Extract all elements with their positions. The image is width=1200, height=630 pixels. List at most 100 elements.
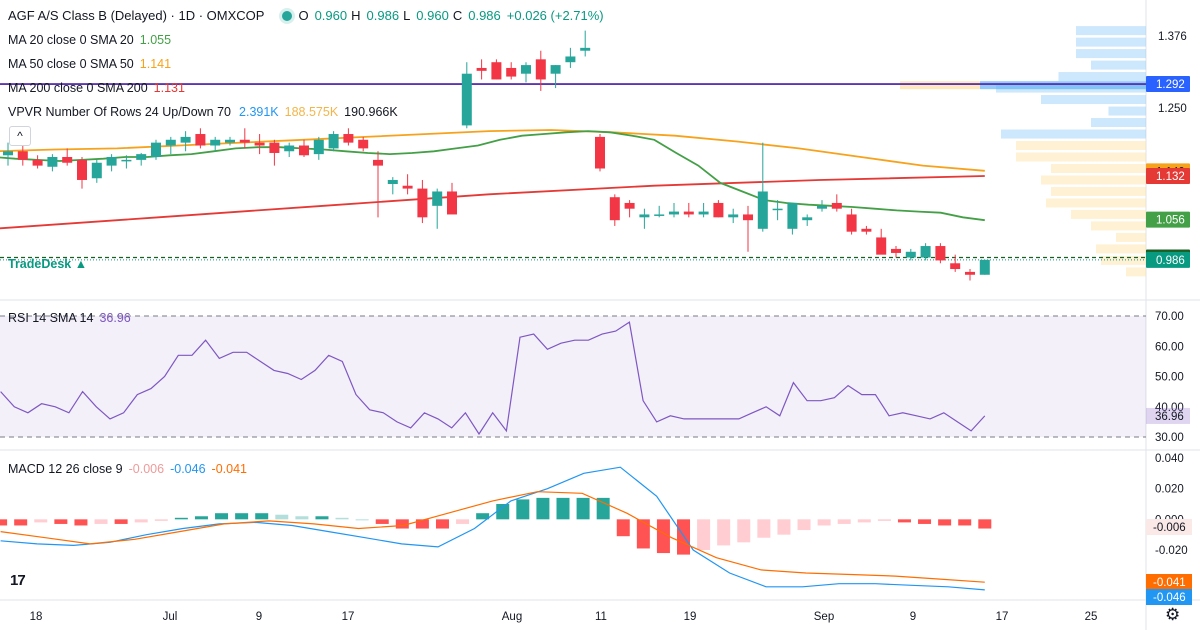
- low-label: L: [403, 8, 411, 23]
- macd-tag: [1146, 589, 1192, 605]
- macd-histogram-bar: [656, 519, 670, 554]
- price-tag-label: 1.056: [1156, 215, 1185, 227]
- ma20-legend[interactable]: MA 20 close 0 SMA 20 1.055: [8, 32, 177, 48]
- macd-histogram-bar: [757, 519, 771, 538]
- time-tick-label: 17: [996, 611, 1009, 623]
- macd-line: [0, 466, 985, 591]
- volume-profile-row: [1076, 49, 1146, 59]
- candle-down: [609, 197, 620, 221]
- price-tag: [1146, 76, 1190, 93]
- open-value: 0.960: [314, 8, 348, 23]
- macd-histogram-bar: [415, 519, 429, 529]
- volume-profile-row: [1051, 163, 1146, 173]
- candle-up: [757, 191, 768, 229]
- volume-profile-row: [1071, 209, 1146, 219]
- macd-tick-label: 0.040: [1155, 453, 1184, 465]
- candle-down: [343, 134, 354, 143]
- candle-down: [831, 202, 842, 209]
- collapse-legend-button[interactable]: ^: [9, 126, 31, 146]
- price-tag: [1146, 251, 1190, 268]
- candle-up: [461, 73, 472, 126]
- tradedesk-label[interactable]: TradeDesk ▲: [8, 257, 88, 271]
- macd-tag-label: -0.046: [1153, 592, 1186, 604]
- ma200-line: [0, 175, 985, 230]
- macd-histogram-bar: [536, 497, 550, 520]
- rsi-tag: [1146, 407, 1190, 424]
- volume-profile-row: [1046, 198, 1146, 208]
- vpvr-label: VPVR Number Of Rows 24 Up/Down 70: [8, 105, 232, 119]
- candle-up: [905, 251, 916, 258]
- candle-down: [299, 145, 309, 156]
- macd-tick-label: 0.020: [1155, 484, 1184, 496]
- gear-icon[interactable]: ⚙: [1165, 605, 1181, 624]
- candle-down: [935, 246, 946, 261]
- rsi-value: 36.96: [99, 311, 131, 325]
- time-tick-label: 25: [1085, 611, 1098, 623]
- macd-histogram-bar: [697, 519, 711, 550]
- symbol-title[interactable]: AGF A/S Class B (Delayed) · 1D · OMXCOP: [8, 8, 265, 23]
- candle-up: [91, 162, 102, 179]
- candle-up: [106, 157, 117, 166]
- candle-up: [151, 142, 161, 157]
- price-tag-label: 1.292: [1156, 79, 1185, 91]
- time-tick-label: 9: [910, 611, 916, 623]
- candle-up: [387, 179, 398, 184]
- ma50-legend[interactable]: MA 50 close 0 SMA 50 1.141: [8, 56, 177, 72]
- ma50-line: [0, 129, 985, 172]
- vpvr-legend[interactable]: VPVR Number Of Rows 24 Up/Down 70 2.391K 1…: [8, 104, 404, 120]
- candle-down: [506, 67, 517, 77]
- macd-histogram-bar: [777, 519, 791, 535]
- candle-up: [550, 65, 561, 74]
- macd-tag-label: -0.041: [1153, 577, 1186, 589]
- price-tag-label: 1.132: [1156, 171, 1185, 183]
- ma200-label: MA 200 close 0 SMA 200: [8, 81, 148, 95]
- ma200-legend[interactable]: MA 200 close 0 SMA 200 1.131: [8, 80, 191, 96]
- candle-down: [683, 211, 694, 215]
- candle-up: [210, 139, 221, 146]
- macd-label: MACD 12 26 close 9: [8, 462, 123, 476]
- candle-down: [32, 159, 43, 166]
- macd-legend[interactable]: MACD 12 26 close 9 -0.006 -0.046 -0.041: [8, 461, 253, 477]
- macd-histogram-bar: [0, 519, 8, 526]
- macd-tag-label: -0.006: [1153, 522, 1186, 534]
- candle-down: [447, 191, 457, 215]
- tradingview-logo-icon[interactable]: 17: [10, 572, 26, 589]
- rsi-pane: [0, 315, 1146, 438]
- candle-up: [772, 208, 783, 211]
- candle-down: [876, 237, 887, 255]
- rsi-legend[interactable]: RSI 14 SMA 14 36.96: [8, 310, 137, 326]
- macd-histogram-bar: [958, 519, 972, 526]
- volume-profile-row: [1091, 60, 1146, 70]
- close-value: 0.986: [468, 8, 501, 23]
- macd-histogram-bar: [215, 513, 229, 520]
- candle-down: [595, 136, 605, 169]
- volume-profile-row: [1076, 26, 1146, 36]
- macd-histogram-bar: [134, 519, 148, 523]
- candle-down: [269, 142, 280, 153]
- rsi-label: RSI 14 SMA 14: [8, 311, 94, 325]
- macd-histogram-bar: [737, 519, 751, 543]
- macd-histogram-bar: [918, 519, 932, 524]
- candle-up: [565, 56, 576, 63]
- price-axis: 1.3761.2501.2921.1401.1321.0560.9900.986…: [1146, 31, 1192, 605]
- candle-up: [787, 202, 798, 229]
- candle-down: [239, 139, 250, 143]
- macd-histogram-bar: [194, 516, 208, 520]
- rsi-line: [0, 321, 986, 436]
- macd-histogram-bar: [817, 519, 831, 526]
- candles: [3, 30, 990, 281]
- candle-up: [817, 205, 827, 209]
- volume-profile-row: [1108, 106, 1146, 116]
- candle-down: [535, 59, 546, 80]
- macd-signal-line: [0, 491, 985, 583]
- candle-up: [728, 214, 739, 218]
- candle-up: [3, 151, 13, 156]
- candle-down: [476, 67, 487, 71]
- price-tick-label: 1.250: [1158, 103, 1187, 115]
- rsi-tag-label: 36.96: [1155, 411, 1184, 423]
- change-value: +0.026 (+2.71%): [506, 8, 604, 23]
- macd-histogram-bar: [476, 513, 490, 520]
- macd-histogram-bar: [54, 519, 68, 524]
- rsi-band: [0, 316, 1146, 437]
